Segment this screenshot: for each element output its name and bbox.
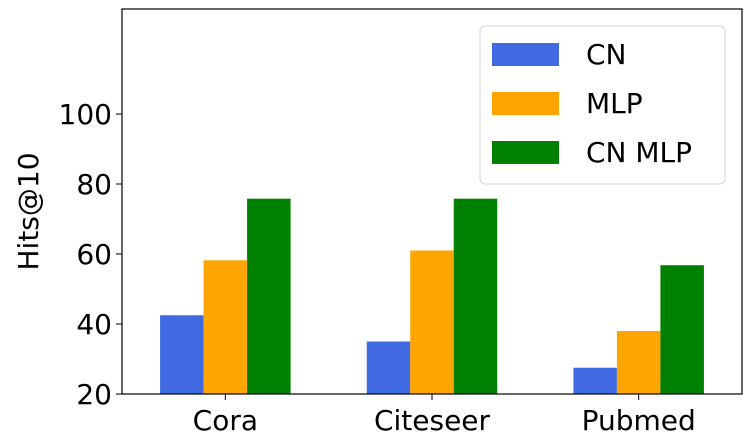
y-tick-label: 80 (76, 168, 112, 201)
legend-label-mlp: MLP (586, 87, 643, 120)
bar-cn-pubmed (573, 367, 617, 394)
y-tick-label: 20 (76, 378, 112, 411)
y-tick-label: 60 (76, 238, 112, 271)
x-axis-ticks: Cora Citeseer Pubmed (193, 394, 696, 437)
y-tick-label: 40 (76, 308, 112, 341)
legend-label-cn: CN (586, 38, 627, 71)
y-tick-label: 100 (59, 98, 112, 131)
bar-cn-citeseer (366, 341, 411, 394)
legend-label-cn-mlp: CN MLP (586, 136, 692, 169)
x-tick-label-pubmed: Pubmed (582, 404, 696, 437)
bar-mlp-cora (203, 260, 248, 394)
legend: CN MLP CN MLP (479, 25, 726, 185)
y-axis-label: Hits@10 (12, 152, 45, 270)
bar-cn-cora (160, 315, 204, 394)
legend-swatch-cn (492, 43, 559, 66)
y-axis-ticks: 20 40 60 80 100 (59, 98, 122, 411)
plot-frame (121, 8, 743, 395)
bar-mlp-citeseer (410, 250, 454, 394)
bar-cn-mlp-citeseer (453, 198, 498, 394)
x-tick-label-cora: Cora (193, 404, 258, 437)
legend-swatch-cn-mlp (492, 141, 559, 164)
bar-cn-mlp-pubmed (660, 265, 704, 394)
bar-cn-mlp-cora (247, 198, 291, 394)
x-tick-label-citeseer: Citeseer (374, 404, 491, 437)
bar-mlp-pubmed (616, 331, 661, 394)
bars-layer (160, 198, 704, 394)
legend-swatch-mlp (492, 92, 559, 115)
